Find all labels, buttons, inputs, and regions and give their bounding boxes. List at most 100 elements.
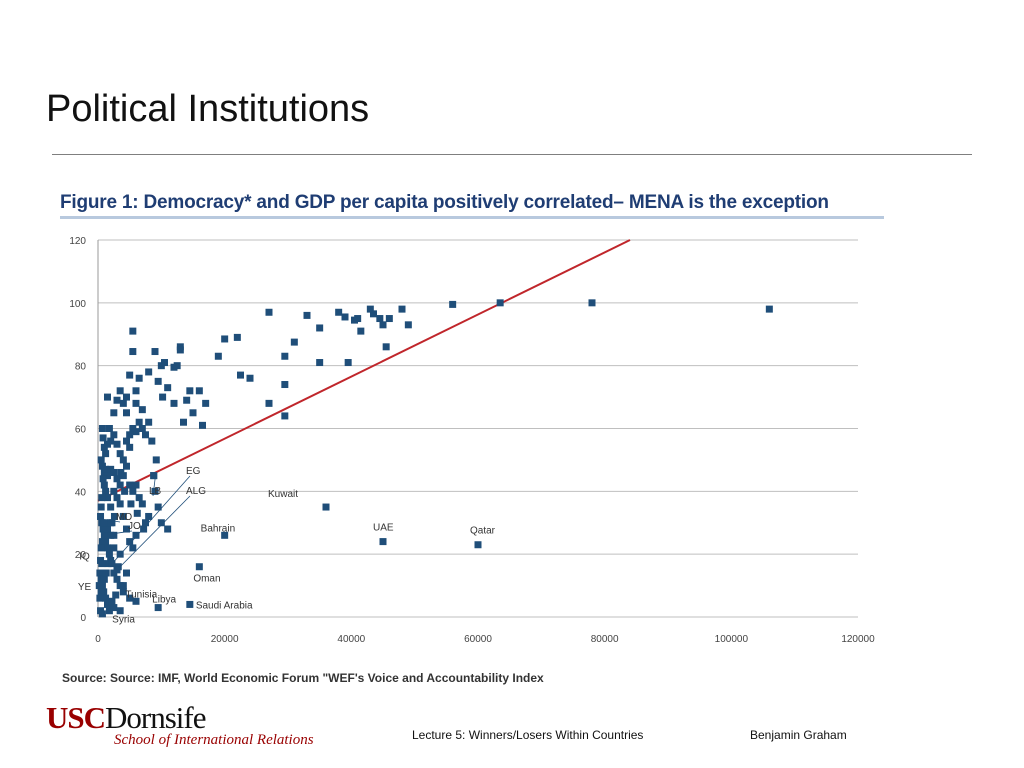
annotations: Kuwait UAE Qatar Bahrain Oman Saudi Arabia Lib… [78,466,496,626]
data-point [102,569,110,577]
data-point [96,569,104,577]
data-point-tunisia [119,582,127,590]
logo-dornsife: Dornsife [105,700,206,735]
data-point [104,472,111,480]
data-point [123,569,130,577]
data-point [357,327,365,335]
data-point [142,431,149,439]
data-point [281,352,289,360]
figure-title-underline [60,216,884,219]
annotation-lb: LB [149,486,162,497]
data-point [151,348,159,356]
data-point [100,531,108,539]
data-point [100,575,108,583]
data-point [316,359,324,367]
data-point [98,538,106,546]
data-point [123,525,130,533]
data-point [382,343,390,351]
annotation-saudi-arabia: Saudi Arabia [196,600,253,611]
data-point [145,512,153,520]
data-point [376,315,384,323]
data-point [104,544,111,552]
data-point [113,475,121,483]
data-point [157,362,165,370]
axis-ticks: 0 20 40 60 80 100 120 0 20000 40000 60000 80000 1000… [69,236,875,645]
data-point [121,487,129,495]
data-point-saudi-arabia [186,600,194,608]
data-point [116,450,124,458]
data-point [335,308,343,316]
annotation-alg-leader [118,495,191,569]
x-tick-label: 80000 [591,634,619,645]
data-point [110,604,118,612]
data-point [102,594,110,602]
data-point [105,425,113,432]
data-point [132,399,140,407]
data-point [265,399,273,407]
data-point [110,409,118,417]
y-tick-label: 100 [69,299,86,310]
data-point-mo [107,519,115,527]
data-point [370,310,377,318]
data-point [108,597,116,605]
data-point [246,374,254,382]
data-point [99,434,107,442]
data-point [117,468,125,476]
y-tick-label: 80 [75,362,87,373]
data-point [104,600,111,608]
data-point [104,525,111,533]
data-point [233,333,241,341]
annotation-jo: JO [128,521,141,532]
data-point [102,487,110,495]
data-point [164,384,172,392]
data-point-iq [98,560,106,568]
data-points [95,299,773,618]
data-point [351,316,358,324]
data-point-oman [195,563,203,571]
data-point [129,544,137,552]
data-point [385,315,393,323]
data-point [110,544,118,552]
data-point [126,538,134,546]
x-tick-label: 0 [95,634,101,645]
data-point [126,371,134,379]
data-point [102,465,110,473]
data-point [183,396,191,404]
data-point-kuwait [322,503,330,511]
data-point [116,387,124,395]
data-point [133,509,141,517]
scatter-chart: 0 20 40 60 80 100 120 0 20000 40000 60000 80000 1000… [69,236,875,645]
figure-title: Figure 1: Democracy* and GDP per capita … [60,192,829,213]
data-point [107,503,115,511]
data-point [123,437,130,445]
data-point [135,374,143,382]
x-tick-label: 40000 [337,634,365,645]
x-tick-label: 60000 [464,634,492,645]
data-point [379,321,387,329]
data-point [135,418,143,426]
data-point [202,399,210,407]
data-point [129,425,137,432]
data-point [140,525,148,533]
data-point [449,300,457,308]
data-point [99,475,107,483]
data-point [110,487,118,495]
data-point [316,324,324,332]
data-point [281,412,289,420]
data-point [127,500,135,508]
data-point [135,494,143,502]
data-point [110,512,118,520]
annotation-kuwait: Kuwait [268,489,298,500]
annotation-eg: EG [186,466,201,477]
data-point-lb [150,472,158,480]
data-point [110,431,118,439]
data-point [151,487,159,495]
data-point [195,387,203,395]
data-point [119,456,127,464]
data-point [104,494,111,502]
data-point [164,525,172,533]
data-point [344,359,352,367]
data-point [366,305,374,313]
data-point [221,335,229,343]
data-point [186,387,194,395]
